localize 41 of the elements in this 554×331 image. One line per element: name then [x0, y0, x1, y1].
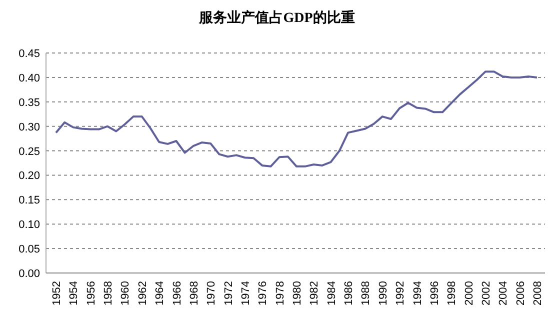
chart-title: 服务业产值占GDP的比重	[198, 9, 355, 26]
y-tick-label: 0.05	[18, 244, 40, 256]
x-tick-label: 2000	[463, 281, 476, 306]
y-tick-label: 0.45	[18, 48, 40, 60]
x-tick-label: 1990	[377, 281, 390, 306]
y-tick-label: 0.15	[18, 194, 40, 207]
x-tick-label: 1984	[326, 281, 338, 306]
y-tick-label: 0.30	[18, 121, 40, 134]
x-tick-label: 1976	[257, 281, 270, 306]
x-tick-label: 1960	[120, 281, 132, 306]
y-tick-label: 0.25	[18, 146, 40, 158]
x-tick-label: 1980	[292, 281, 304, 306]
x-tick-label: 1992	[394, 281, 407, 306]
x-tick-label: 2002	[480, 281, 492, 306]
x-tick-label: 1998	[446, 281, 458, 306]
y-tick-label: 0.00	[18, 268, 40, 280]
x-tick-label: 1952	[51, 281, 63, 306]
x-tick-label: 1964	[154, 281, 166, 306]
x-tick-label: 1988	[360, 281, 372, 306]
y-tick-label: 0.40	[18, 72, 40, 84]
y-tick-label: 0.35	[18, 96, 40, 109]
x-tick-label: 1966	[171, 281, 184, 306]
line-series	[55, 70, 538, 168]
x-tick-label: 1994	[412, 281, 424, 306]
x-tick-label: 2004	[498, 281, 510, 306]
y-tick-label: 0.20	[18, 170, 40, 182]
x-tick-label: 1986	[343, 281, 356, 306]
x-tick-label: 2006	[514, 281, 527, 306]
x-tick-label: 1996	[428, 281, 441, 306]
x-tick-label: 1962	[136, 281, 149, 306]
x-tick-label: 1978	[274, 281, 286, 306]
x-tick-label: 2008	[532, 281, 544, 306]
x-tick-label: 1956	[85, 281, 98, 306]
x-tick-label: 1968	[188, 281, 200, 306]
x-tick-label: 1954	[68, 281, 80, 306]
x-tick-label: 1972	[222, 281, 235, 306]
y-tick-label: 0.10	[18, 219, 40, 232]
x-tick-label: 1974	[240, 281, 252, 306]
x-tick-label: 1982	[308, 281, 321, 306]
x-tick-label: 1958	[102, 281, 115, 306]
x-tick-label: 1970	[206, 281, 218, 306]
